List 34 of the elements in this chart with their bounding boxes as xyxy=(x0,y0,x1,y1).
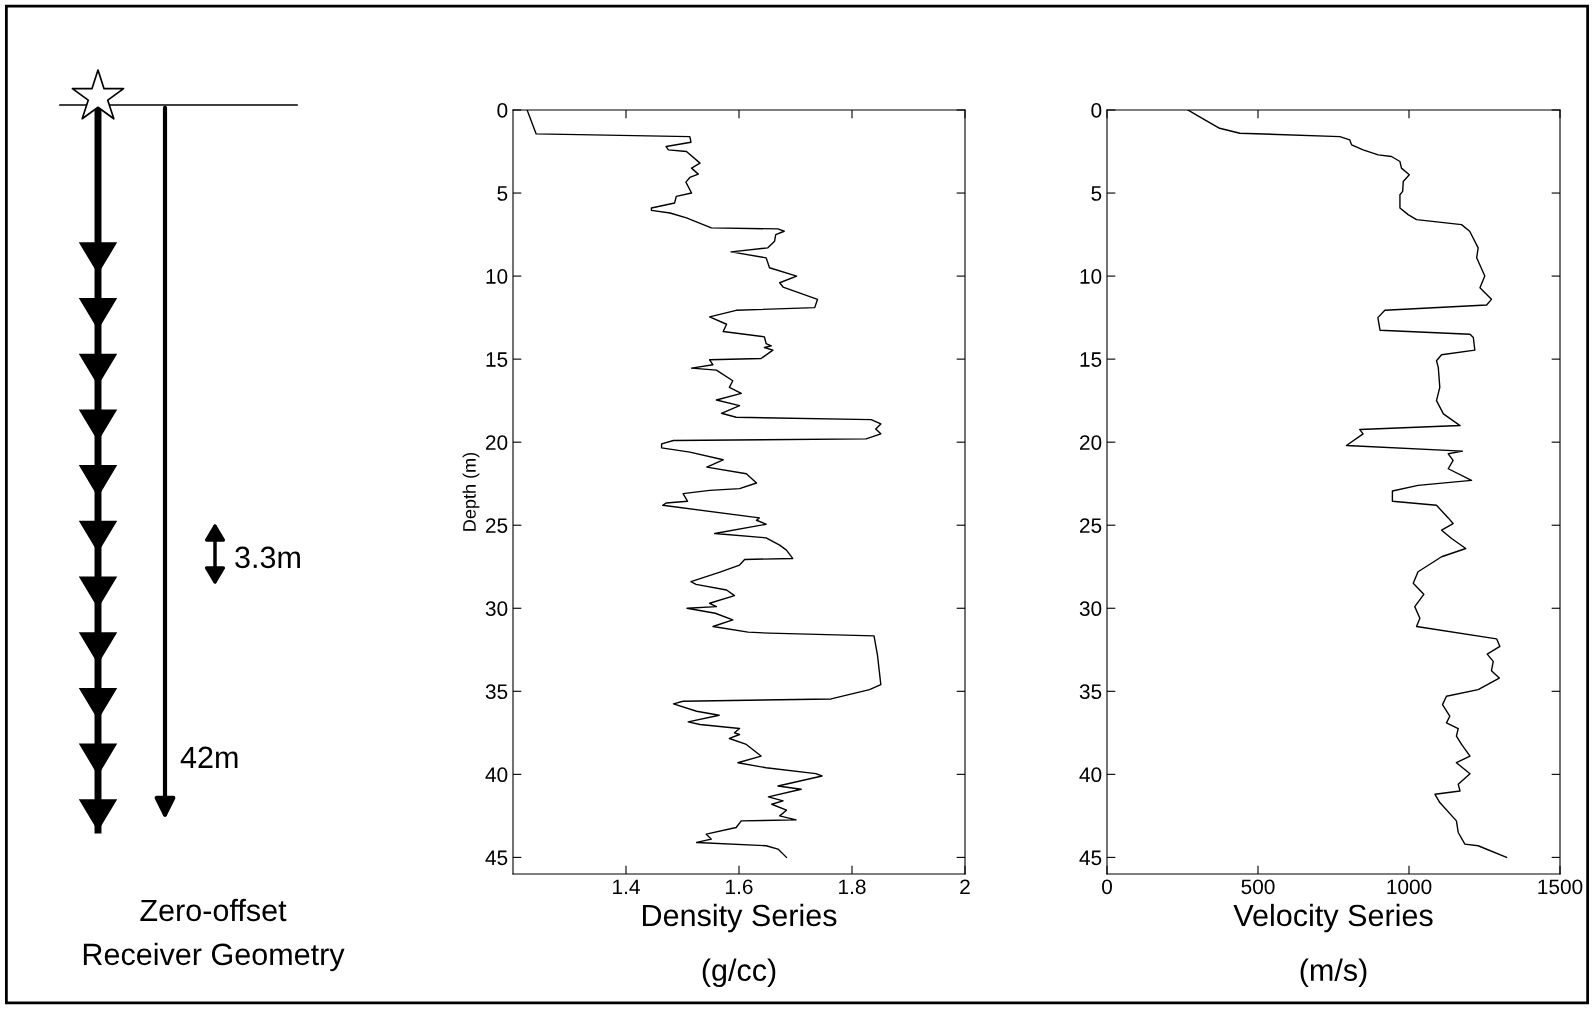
y-tick-label: 45 xyxy=(1079,850,1102,866)
y-tick-label: 0 xyxy=(1091,103,1102,118)
x-tick-label: 1000 xyxy=(1387,879,1432,895)
x-tick-label: 2 xyxy=(960,879,970,894)
y-axis-title: Depth (m) xyxy=(462,452,480,531)
y-tick-label: 35 xyxy=(1079,684,1102,700)
x-tick-label: 1.8 xyxy=(839,879,866,895)
y-tick-label: 25 xyxy=(1080,518,1102,533)
y-tick-label: 15 xyxy=(1080,352,1102,367)
y-tick-label: 40 xyxy=(485,767,508,783)
x-tick-label: 1.6 xyxy=(726,879,753,895)
y-tick-label: 30 xyxy=(485,601,508,617)
y-tick-label: 5 xyxy=(1091,186,1102,201)
y-tick-label: 10 xyxy=(1080,269,1102,284)
y-tick-label: 0 xyxy=(497,103,508,118)
x-axis-title: Density Series (g/cc) xyxy=(643,903,837,988)
text: Zero-offset Receiver Geometry xyxy=(83,898,345,972)
x-tick-label: 1.4 xyxy=(613,879,640,894)
x-tick-label: 500 xyxy=(1241,879,1275,895)
y-tick-label: 10 xyxy=(486,269,508,284)
y-tick-label: 45 xyxy=(485,850,508,866)
y-tick-label: 5 xyxy=(497,186,508,201)
y-tick-label: 20 xyxy=(1080,435,1102,450)
x-tick-label: 0 xyxy=(1102,879,1112,895)
x-tick-label: 1500 xyxy=(1538,879,1583,895)
text: 42m xyxy=(180,746,238,768)
y-tick-label: 40 xyxy=(1079,767,1102,783)
y-tick-label: 30 xyxy=(1079,601,1102,617)
y-tick-label: 20 xyxy=(486,435,508,450)
text: 3.3m xyxy=(235,546,300,569)
y-tick-label: 25 xyxy=(486,518,508,533)
y-tick-label: 15 xyxy=(486,352,508,367)
y-tick-label: 35 xyxy=(485,684,508,700)
x-axis-title: Velocity Series (m/s) xyxy=(1233,903,1433,988)
